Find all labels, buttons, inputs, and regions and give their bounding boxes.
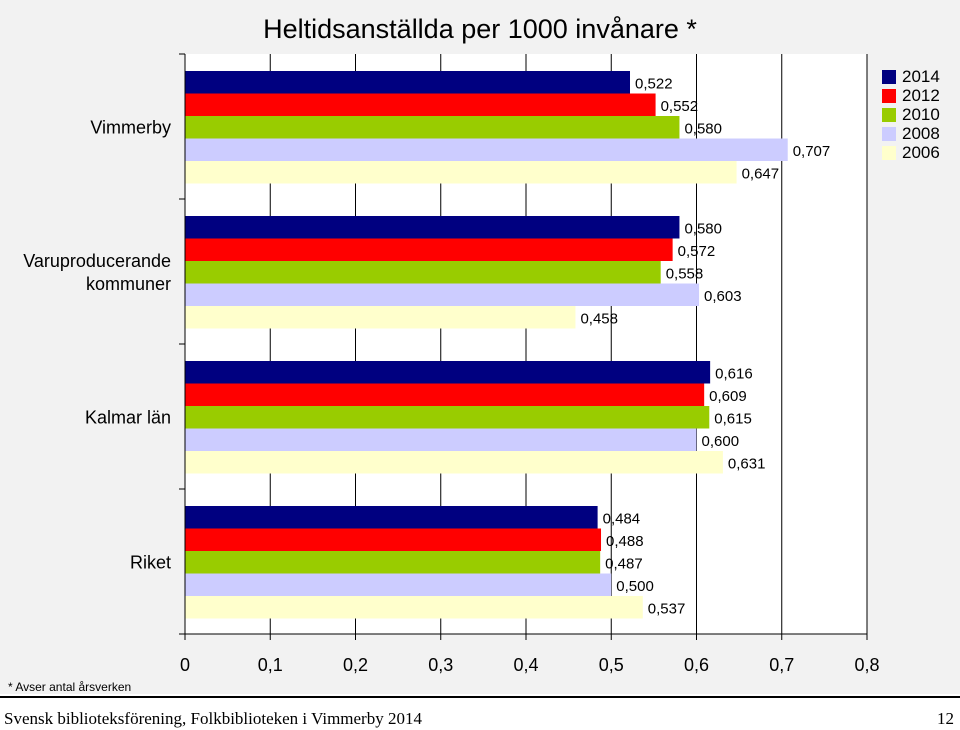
legend-item: 2008: [882, 124, 940, 143]
bar: [185, 238, 673, 261]
category-label: Varuproducerande: [23, 251, 171, 271]
bar: [185, 261, 661, 284]
legend-label: 2014: [902, 67, 940, 86]
data-label: 0,500: [616, 578, 654, 595]
data-label: 0,707: [793, 143, 831, 160]
legend-item: 2010: [882, 105, 940, 124]
bar: [185, 428, 697, 451]
legend-swatch: [882, 69, 896, 84]
data-label: 0,522: [635, 75, 673, 92]
legend-item: 2012: [882, 86, 940, 105]
x-tick-label: 0,5: [599, 655, 624, 675]
x-tick-label: 0,3: [428, 655, 453, 675]
bar: [185, 71, 631, 94]
data-label: 0,615: [714, 410, 752, 427]
legend-item: 2006: [882, 143, 940, 162]
legend-swatch: [882, 145, 896, 160]
data-label: 0,580: [684, 120, 722, 137]
legend-swatch: [882, 88, 896, 103]
category-label: kommuner: [86, 274, 171, 294]
footer-text: Svensk biblioteksförening, Folkbibliotek…: [4, 709, 422, 728]
x-tick-label: 0,6: [684, 655, 709, 675]
bar: [185, 383, 705, 406]
x-tick-label: 0,2: [343, 655, 368, 675]
data-label: 0,600: [702, 433, 740, 450]
bar-chart: 0,522 0,552 0,580 0,707 0,647 Vimmerby 0,580 0,…: [23, 53, 880, 675]
data-label: 0,488: [606, 533, 644, 550]
legend-label: 2006: [902, 143, 940, 162]
bar: [185, 596, 643, 619]
x-tick-label: 0,8: [854, 655, 879, 675]
bar: [185, 573, 612, 596]
bar: [185, 306, 576, 329]
bar: [185, 93, 656, 116]
data-label: 0,458: [580, 310, 618, 327]
data-label: 0,572: [678, 243, 716, 260]
data-label: 0,537: [648, 600, 686, 617]
legend-item: 2014: [882, 67, 940, 86]
legend-swatch: [882, 126, 896, 141]
bar: [185, 116, 680, 139]
footnote: * Avser antal årsverken: [8, 680, 132, 694]
bar: [185, 161, 737, 184]
data-label: 0,616: [715, 365, 753, 382]
legend-label: 2012: [902, 86, 940, 105]
x-tick-label: 0,1: [258, 655, 283, 675]
footer-divider: [0, 696, 960, 698]
x-tick-label: 0,4: [513, 655, 538, 675]
x-tick-label: 0,7: [769, 655, 794, 675]
data-label: 0,631: [728, 455, 766, 472]
legend-swatch: [882, 107, 896, 122]
page-number: 12: [937, 709, 954, 728]
bar: [185, 451, 723, 474]
chart-title: Heltidsanställda per 1000 invånare *: [263, 14, 697, 44]
category-label: Kalmar län: [85, 408, 171, 428]
legend-label: 2010: [902, 105, 940, 124]
bar: [185, 406, 710, 429]
data-label: 0,609: [709, 388, 747, 405]
x-tick-label: 0: [180, 655, 190, 675]
category-label: Riket: [130, 553, 171, 573]
data-label: 0,558: [666, 265, 704, 282]
bar: [185, 551, 601, 574]
bar: [185, 361, 711, 384]
bar: [185, 283, 700, 306]
bar: [185, 506, 598, 529]
data-label: 0,487: [605, 555, 643, 572]
chart-legend: 2014 2012 2010 2008 2006: [882, 67, 940, 162]
category-label: Vimmerby: [90, 118, 171, 138]
data-label: 0,603: [704, 288, 742, 305]
data-label: 0,484: [603, 510, 641, 527]
bar: [185, 138, 788, 161]
legend-label: 2008: [902, 124, 940, 143]
bar: [185, 528, 602, 551]
data-label: 0,552: [661, 98, 699, 115]
data-label: 0,580: [684, 220, 722, 237]
data-label: 0,647: [742, 165, 780, 182]
bar: [185, 216, 680, 239]
